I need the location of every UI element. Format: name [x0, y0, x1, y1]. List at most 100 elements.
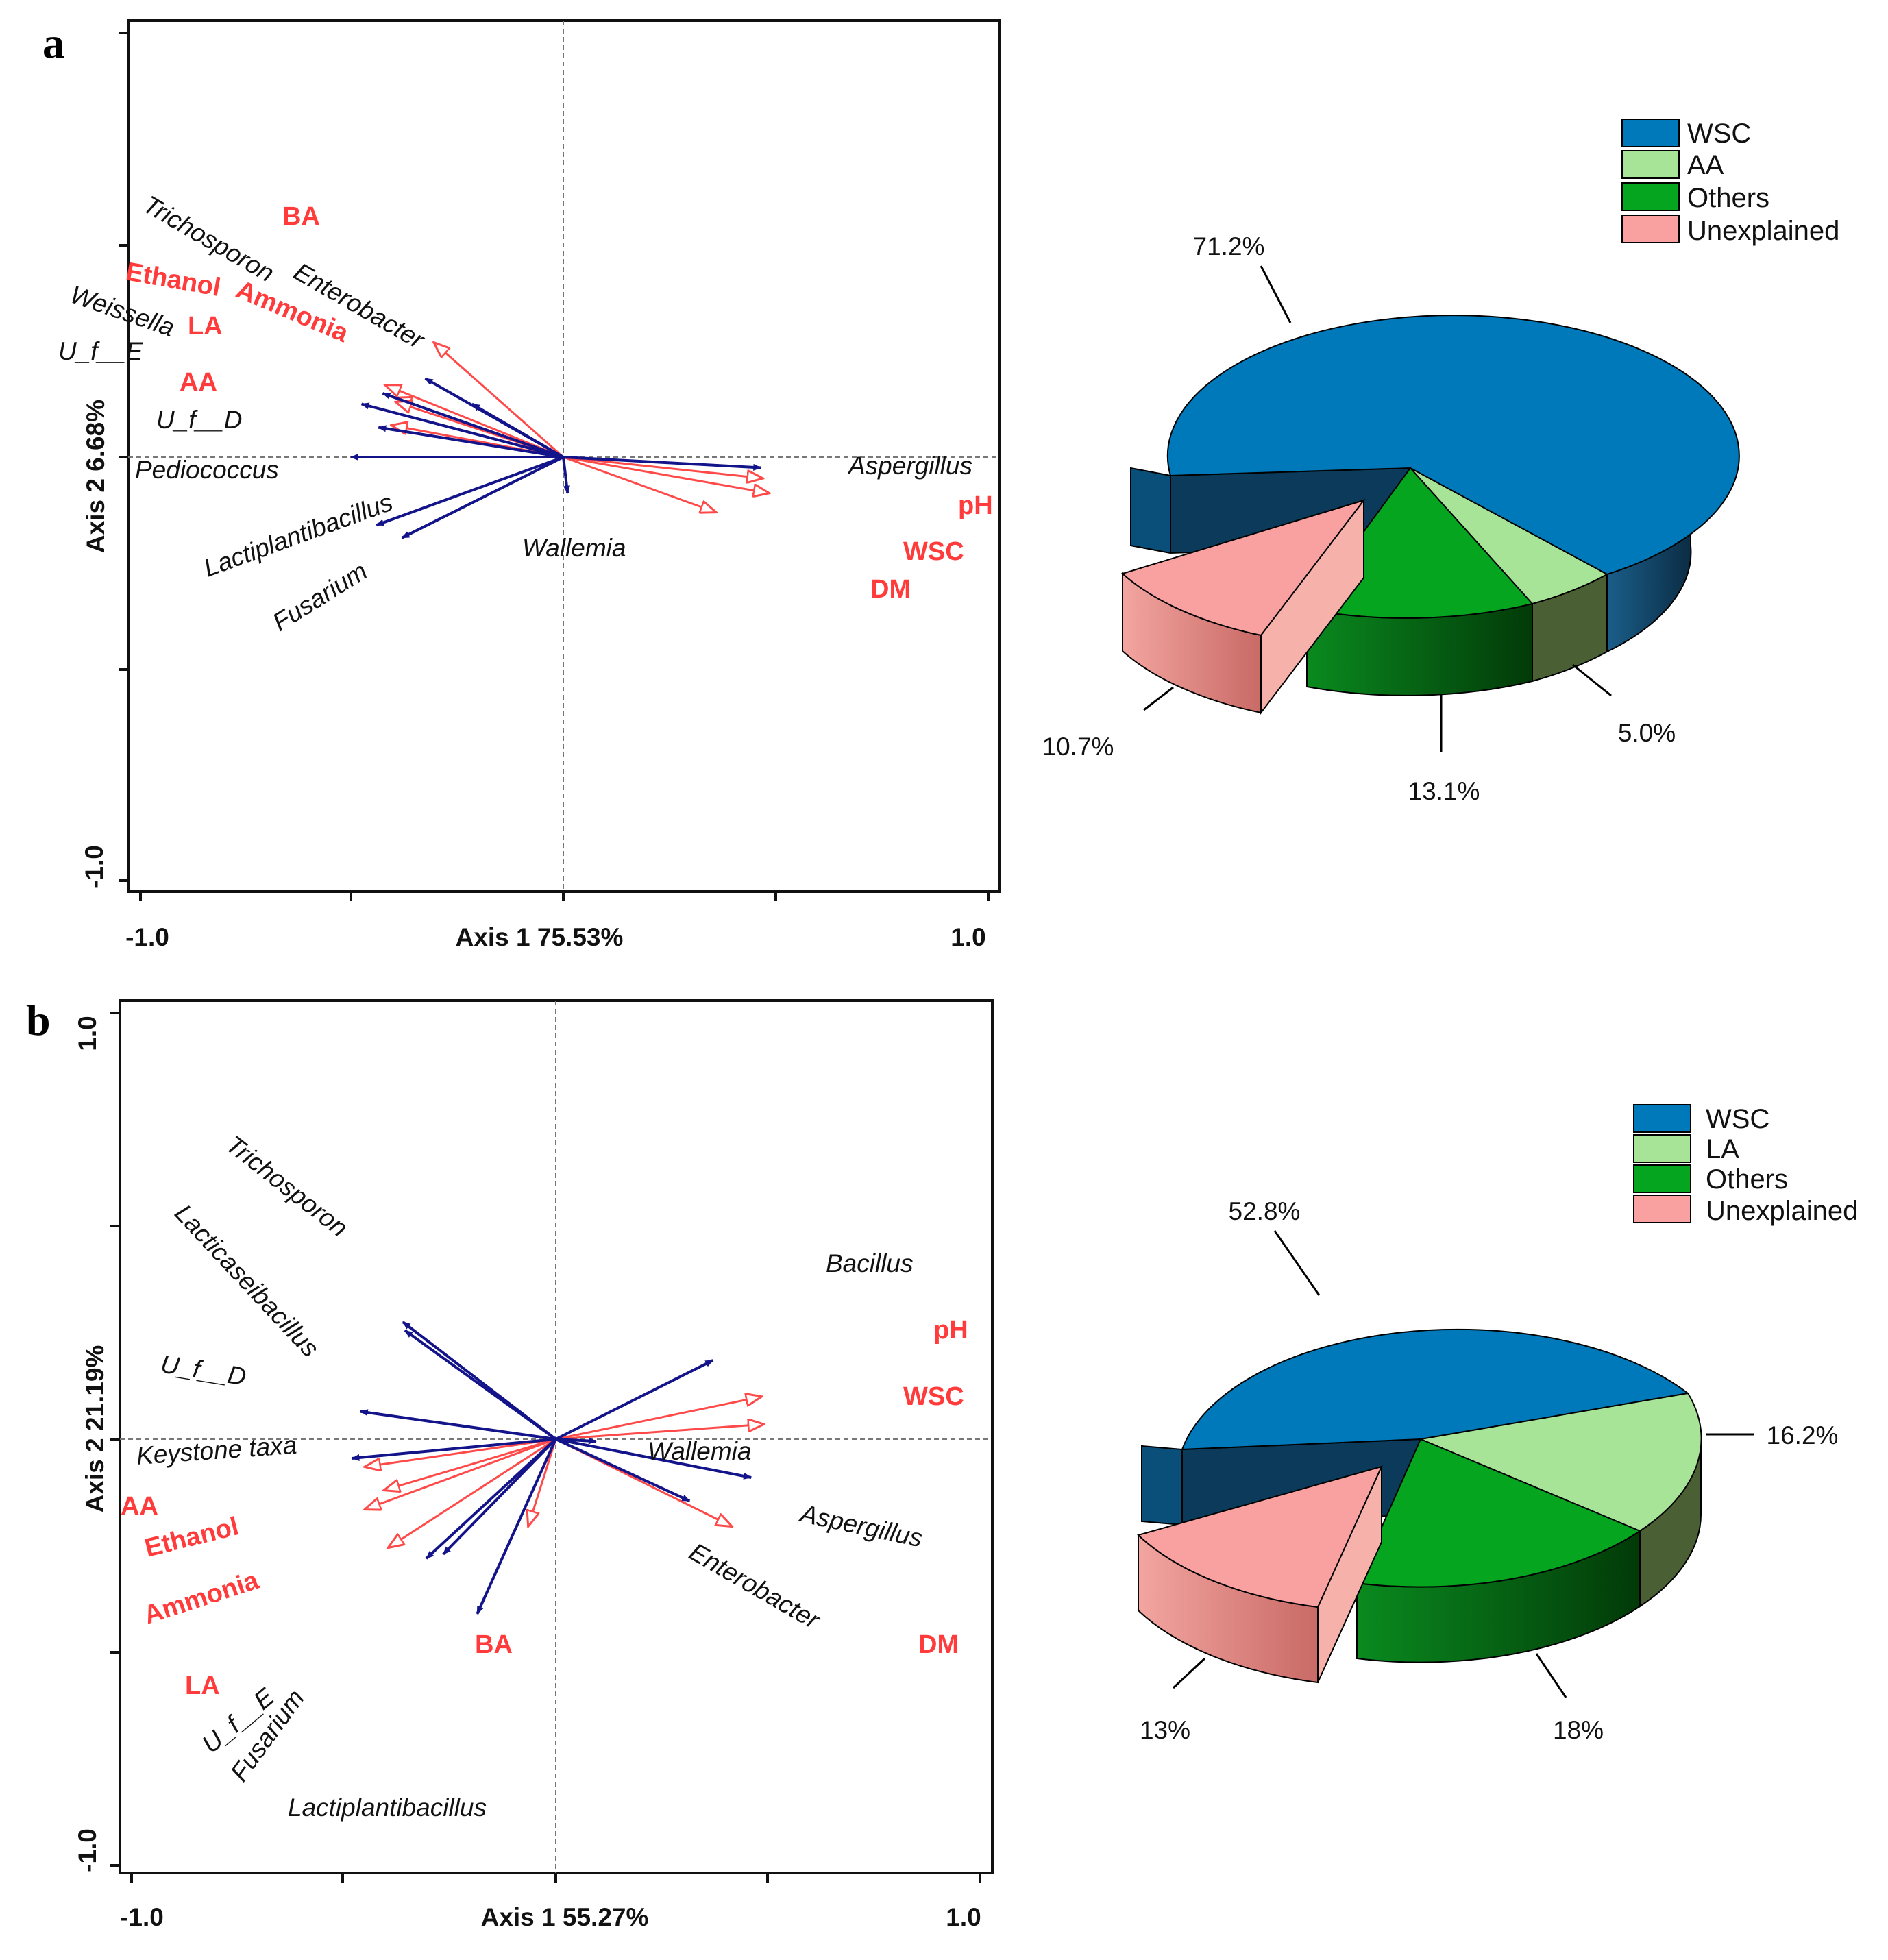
species-label-uf-e-a: U_f__E: [58, 337, 144, 365]
x-tick-b-min: -1.0: [120, 1903, 164, 1931]
species-label-bacillus-b: Bacillus: [826, 1249, 914, 1277]
species-label-lacticaseibacillus-b: Lacticaseibacillus: [169, 1199, 324, 1362]
legend-a-swatch-wsc: [1621, 119, 1680, 147]
species-label-pediococcus-a: Pediococcus: [135, 456, 279, 484]
env-label-aa-b: AA: [121, 1492, 158, 1521]
species-arrow-fusarium-a: [401, 456, 564, 539]
species-arrow-aspergillus-b: [555, 1438, 752, 1480]
pie-b-label-others: 18%: [1553, 1716, 1604, 1744]
pie-b-slice-wsc: [1181, 1328, 1690, 1451]
pie-a-slice-aa: [1410, 467, 1609, 605]
pie-a-label-unexplained: 10.7%: [1042, 733, 1114, 761]
biplot-b-arrows: [351, 1321, 764, 1615]
x-tick-a-min: -1.0: [125, 923, 169, 951]
env-label-la-b: LA: [185, 1671, 220, 1700]
env-arrow-aa-b: [365, 1438, 556, 1467]
legend-a-label-aa: AA: [1687, 150, 1724, 180]
env-label-ph-a: pH: [958, 491, 993, 520]
species-label-lactiplantibacillus-a: Lactiplantibacillus: [200, 488, 397, 583]
pie-a-label-wsc: 71.2%: [1193, 232, 1265, 260]
species-label-fusarium-a: Fusarium: [268, 556, 372, 636]
species-arrow-u-f-d-b: [359, 1409, 556, 1441]
pie-a-label-others: 13.1%: [1408, 777, 1480, 805]
env-arrow-la-b: [388, 1438, 556, 1548]
env-label-wsc-b: WSC: [903, 1382, 964, 1411]
species-label-wallemia-b: Wallemia: [648, 1437, 751, 1465]
species-arrow-lactiplantibacillus-b: [476, 1438, 557, 1615]
species-arrow-lacticaseibacillus-b: [404, 1329, 557, 1441]
species-arrow-fusarium-b: [442, 1438, 557, 1556]
y-axis-title-b: Axis 2 21.19%: [81, 1345, 109, 1513]
legend-a-label-others: Others: [1687, 183, 1769, 213]
x-tick-b-max: 1.0: [946, 1903, 981, 1931]
env-arrow-ethanol-b: [384, 1438, 556, 1491]
legend-b-swatch-unexplained: [1633, 1195, 1691, 1223]
legend-a-swatch-aa: [1621, 150, 1680, 179]
env-label-ethanol-a: Ethanol: [123, 258, 223, 303]
legend-b-label-others: Others: [1706, 1164, 1788, 1195]
legend-b-label-unexplained: Unexplained: [1706, 1196, 1858, 1226]
biplot-b-ticks: [110, 1012, 981, 1883]
env-arrow-wsc-b: [555, 1424, 764, 1441]
pie-b-slice-la: [1418, 1392, 1702, 1532]
species-label-keystone-b: Keystone taxa: [136, 1431, 298, 1470]
pie-a-label-aa: 5.0%: [1618, 719, 1676, 747]
env-label-ba-b: BA: [475, 1630, 513, 1659]
species-arrow-enterobacter-b: [555, 1438, 691, 1503]
env-arrow-wsc-a: [563, 456, 770, 493]
legend-b-label-wsc: WSC: [1706, 1104, 1769, 1134]
env-label-aa-a: AA: [180, 368, 217, 397]
env-arrow-dm-a: [563, 456, 716, 513]
y-axis-title-a: Axis 2 6.68%: [82, 400, 110, 553]
species-label-uf-d-a: U_f__D: [156, 406, 242, 434]
panel-label-a: a: [42, 19, 64, 67]
species-arrow-lactiplantibacillus-a: [376, 456, 564, 527]
biplot-a: -1.0 1.0 -1.0 Axis 1 75.53% Axis 2 6.68%…: [58, 19, 1001, 951]
env-arrow-ba-a: [434, 343, 564, 458]
species-arrow-bacillus-b: [555, 1359, 714, 1441]
species-arrow-enterobacter-a: [471, 402, 565, 458]
legend-b-swatch-la: [1633, 1134, 1691, 1163]
species-label-lactiplantibacillus-b: Lactiplantibacillus: [288, 1793, 487, 1822]
species-arrow-u-f-e-a: [360, 402, 564, 458]
species-label-wallemia-a: Wallemia: [522, 534, 626, 562]
biplot-a-ticks: [119, 32, 990, 901]
legend-a-label-wsc: WSC: [1687, 119, 1751, 149]
pie-b-slice-others: [1356, 1438, 1642, 1588]
pie-a-slice-unexplained: [1121, 499, 1366, 637]
species-label-trichosporon-b: Trichosporon: [221, 1130, 353, 1242]
pie-a: 71.2% 5.0% 13.1% 10.7%: [1042, 232, 1740, 805]
legend-a-label-unexplained: Unexplained: [1687, 216, 1839, 246]
legend-b-swatch-others: [1633, 1164, 1691, 1193]
species-label-uf-d-b: U_f__D: [159, 1349, 248, 1391]
species-label-aspergillus-a: Aspergillus: [847, 452, 972, 480]
species-arrow-keystone-taxa-b: [351, 1438, 556, 1461]
y-tick-b-max: 1.0: [73, 1016, 101, 1051]
panel-label-b: b: [26, 996, 51, 1044]
env-label-ba-a: BA: [282, 202, 320, 231]
species-arrow-u-f-d-a: [378, 425, 564, 458]
legend-b: WSC LA Others Unexplained: [1633, 1104, 1858, 1226]
species-arrow-u-f-e-b: [425, 1438, 557, 1560]
legend-b-swatch-wsc: [1633, 1104, 1691, 1133]
env-arrow-ph-a: [563, 456, 763, 478]
pie-b-label-la: 16.2%: [1767, 1421, 1839, 1449]
env-arrow-ammonia-b: [365, 1438, 556, 1510]
pie-b-label-unexplained: 13%: [1140, 1716, 1190, 1744]
x-axis-title-b: Axis 1 55.27%: [481, 1903, 649, 1931]
pie-b: 52.8% 16.2% 18% 13%: [1137, 1197, 1839, 1744]
env-label-dm-a: DM: [870, 575, 911, 604]
y-tick-b-min: -1.0: [73, 1828, 101, 1872]
species-arrow-aspergillus-a: [563, 456, 762, 471]
env-label-dm-b: DM: [918, 1630, 959, 1659]
pie-b-label-wsc: 52.8%: [1229, 1197, 1301, 1225]
env-label-wsc-a: WSC: [903, 537, 964, 566]
env-arrow-ba-b: [528, 1438, 557, 1527]
biplot-b: -1.0 1.0 1.0 -1.0 Axis 1 55.27% Axis 2 2…: [73, 999, 994, 1931]
x-axis-title-a: Axis 1 75.53%: [456, 923, 624, 951]
env-label-ph-b: pH: [933, 1316, 968, 1345]
legend-a-swatch-unexplained: [1621, 215, 1680, 243]
species-label-aspergillus-b: Aspergillus: [796, 1499, 925, 1552]
biplot-a-arrows: [350, 343, 770, 539]
